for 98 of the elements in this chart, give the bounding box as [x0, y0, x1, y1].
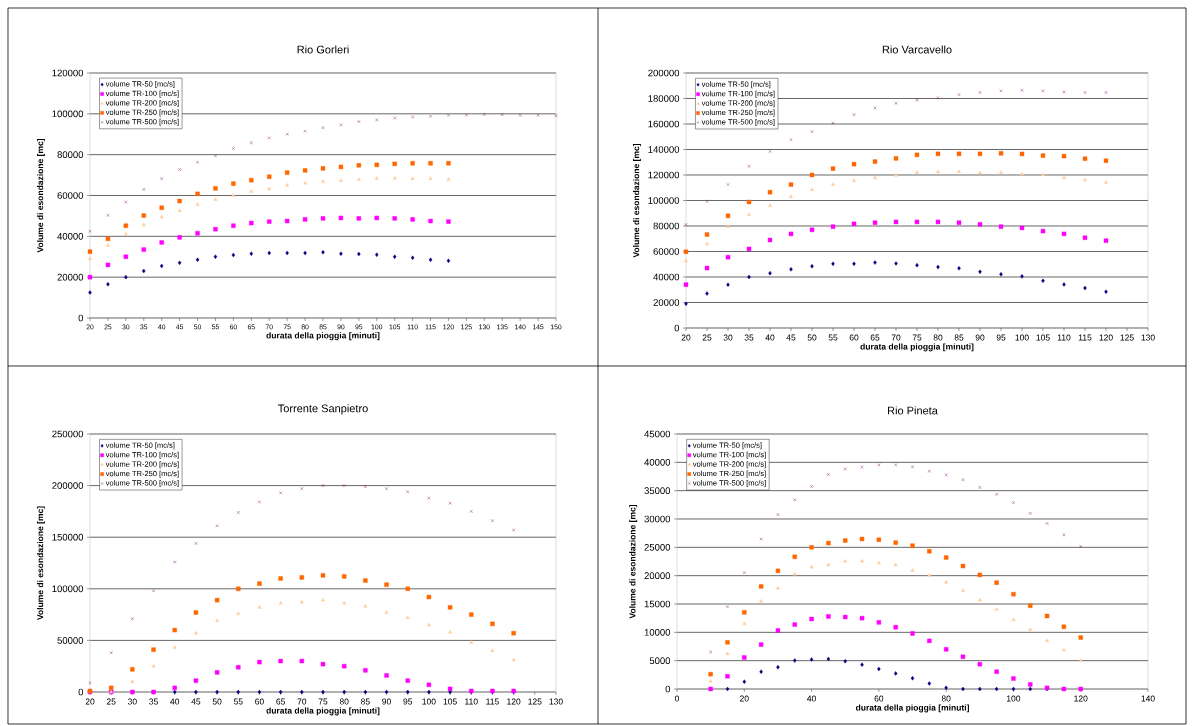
y-tick-label: 10000: [644, 628, 671, 636]
x-tick-label: 130: [1141, 334, 1155, 341]
x-tick-label: 70: [297, 698, 307, 705]
x-tick-label: 20: [681, 334, 691, 341]
y-tick-label: 120000: [52, 69, 84, 77]
y-tick-label: 80000: [653, 222, 680, 230]
y-tick-label: 35000: [644, 487, 671, 495]
x-axis-title: durata della pioggia [minuti]: [266, 707, 380, 716]
y-tick-label: 200000: [52, 482, 84, 489]
x-tick-label: 80: [941, 695, 951, 702]
x-tick-label: 60: [255, 698, 264, 705]
y-tick-label: 0: [78, 314, 84, 322]
y-tick-label: 180000: [648, 95, 680, 102]
x-tick-label: 40: [765, 334, 775, 341]
x-tick-label: 60: [874, 695, 884, 702]
y-tick-label: 60000: [57, 192, 84, 199]
x-tick-label: 20: [739, 695, 749, 702]
y-tick-label: 200000: [648, 69, 680, 77]
x-tick-label: 60: [849, 334, 859, 341]
x-tick-label: 30: [127, 698, 137, 705]
y-tick-label: 0: [665, 685, 671, 693]
x-tick-label: 125: [528, 698, 542, 705]
x-tick-label: 70: [891, 334, 901, 341]
y-tick-label: 0: [78, 688, 84, 696]
x-tick-label: 45: [191, 698, 201, 705]
x-tick-label: 55: [828, 334, 838, 341]
x-tick-label: 95: [403, 698, 413, 705]
x-tick-label: 85: [361, 698, 370, 705]
x-tick-label: 75: [912, 334, 922, 341]
x-axis-title: durata della pioggia [minuti]: [860, 343, 974, 352]
x-tick-label: 100: [1015, 334, 1029, 341]
x-tick-label: 25: [106, 698, 116, 705]
y-tick-label: 80000: [57, 151, 84, 159]
x-tick-label: 80: [339, 698, 349, 705]
x-tick-label: 120: [507, 698, 521, 705]
y-tick-label: 160000: [648, 120, 680, 128]
x-tick-label: 110: [465, 698, 478, 705]
y-tick-label: 250000: [52, 430, 84, 438]
y-tick-label: 20000: [644, 572, 671, 580]
y-tick-label: 20000: [57, 273, 84, 281]
y-tick-label: 120000: [648, 171, 680, 179]
y-axis-title: Volume di esondazione [mc]: [36, 138, 45, 253]
y-tick-label: 40000: [644, 458, 671, 466]
x-tick-label: 130: [549, 698, 563, 705]
y-tick-label: 140000: [648, 146, 680, 153]
x-tick-label: 120: [1099, 334, 1113, 341]
y-tick-label: 100000: [52, 585, 84, 593]
x-tick-label: 95: [996, 334, 1006, 341]
x-tick-label: 90: [975, 334, 985, 341]
x-tick-label: 75: [318, 698, 328, 705]
y-tick-label: 25000: [644, 543, 671, 551]
x-tick-label: 90: [382, 698, 391, 705]
x-tick-label: 20: [85, 698, 95, 705]
x-axis-title: durata della pioggia [minuti]: [266, 332, 380, 341]
chart-title: Torrente Sanpietro: [278, 404, 368, 415]
x-tick-label: 140: [1141, 695, 1155, 702]
y-tick-label: 40000: [57, 232, 84, 240]
y-tick-label: 20000: [653, 299, 680, 306]
x-tick-label: 85: [954, 334, 964, 341]
x-tick-label: 45: [786, 334, 796, 341]
x-tick-label: 40: [170, 698, 180, 705]
x-tick-label: 50: [212, 698, 222, 705]
x-tick-label: 35: [744, 334, 754, 341]
x-tick-label: 50: [807, 334, 817, 341]
y-axis-title: Volume di esondazione [mc]: [36, 506, 45, 620]
y-tick-label: 150000: [52, 533, 84, 541]
y-tick-label: 30000: [644, 515, 671, 523]
y-tick-label: 100000: [52, 110, 84, 118]
x-tick-label: 105: [443, 698, 457, 705]
x-tick-label: 110: [1057, 334, 1071, 341]
chart-title: Rio Varcavello: [882, 45, 952, 54]
y-tick-label: 60000: [653, 248, 680, 255]
x-tick-label: 25: [702, 334, 712, 341]
x-tick-label: 100: [422, 698, 436, 705]
x-tick-label: 115: [1078, 334, 1092, 341]
chart-title: Rio Pineta: [888, 406, 938, 415]
x-tick-label: 35: [149, 698, 158, 705]
x-tick-label: 100: [1006, 695, 1021, 702]
x-tick-label: 125: [1120, 334, 1134, 341]
x-tick-label: 55: [233, 698, 243, 705]
x-tick-label: 120: [1074, 695, 1088, 702]
x-tick-label: 65: [870, 334, 880, 341]
y-tick-label: 100000: [648, 197, 680, 204]
y-tick-label: 40000: [653, 273, 680, 281]
y-tick-label: 5000: [649, 657, 671, 665]
x-tick-label: 40: [807, 695, 816, 702]
x-axis-title: durata della pioggia [minuti]: [855, 704, 969, 713]
chart-title: Rio Gorleri: [297, 45, 349, 54]
y-axis-title: Volume di esondazione [mc]: [629, 504, 638, 619]
y-tick-label: 50000: [57, 637, 84, 644]
y-axis-title: Volume di esondazione [mc]: [632, 143, 641, 258]
y-tick-label: 45000: [644, 430, 671, 438]
x-tick-label: 80: [933, 334, 943, 341]
y-tick-label: 15000: [644, 600, 671, 608]
x-tick-label: 105: [1036, 334, 1050, 341]
x-tick-label: 115: [486, 698, 499, 705]
x-tick-label: 65: [276, 698, 286, 705]
x-tick-label: 30: [723, 334, 733, 341]
